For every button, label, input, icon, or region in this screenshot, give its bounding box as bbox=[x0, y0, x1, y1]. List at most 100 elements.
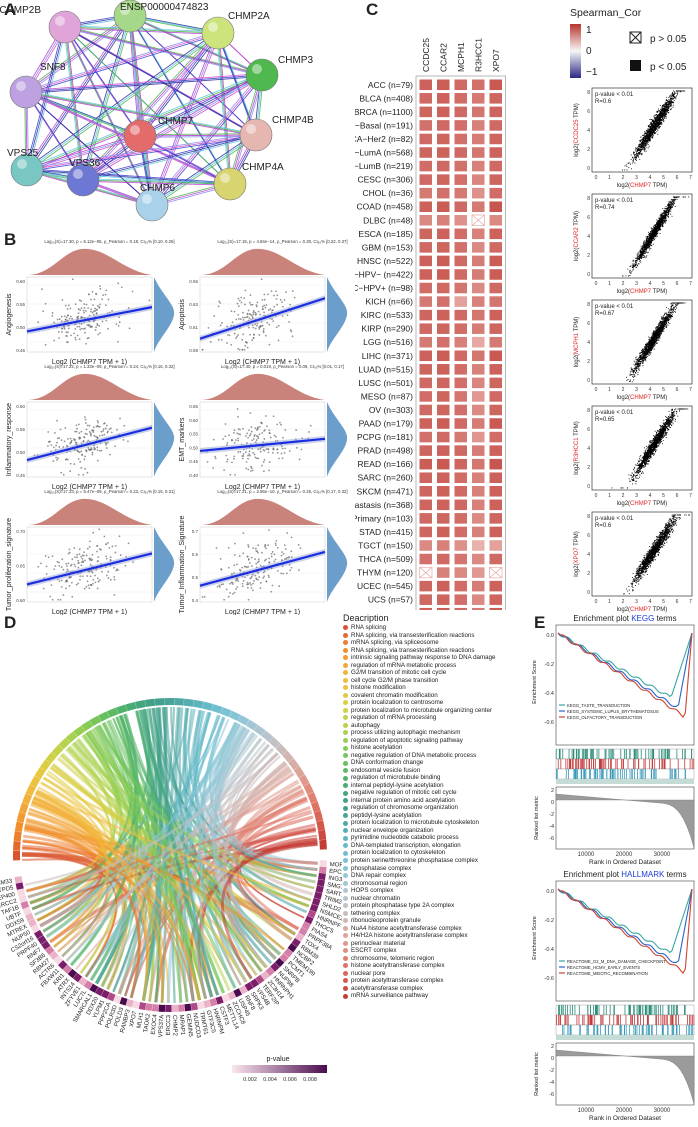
data-point bbox=[217, 338, 220, 341]
gepia-point bbox=[663, 216, 665, 218]
data-point bbox=[85, 428, 88, 431]
network-edge bbox=[25, 134, 139, 170]
network-edge bbox=[27, 75, 264, 94]
gepia-point bbox=[661, 214, 663, 216]
data-point bbox=[61, 299, 64, 301]
gepia-point bbox=[669, 105, 671, 107]
network-node-label: CHMP4A bbox=[242, 162, 284, 173]
gepia-point bbox=[637, 146, 639, 148]
gepia-point bbox=[652, 119, 653, 121]
gepia-point bbox=[665, 113, 666, 115]
heatmap-cell bbox=[437, 553, 450, 565]
gepia-point bbox=[662, 117, 663, 119]
gepia-point bbox=[663, 114, 665, 116]
gepia-point bbox=[664, 116, 666, 118]
gepia-point bbox=[647, 139, 649, 141]
heatmap-cell bbox=[454, 377, 467, 389]
gepia-point bbox=[645, 257, 647, 259]
data-point bbox=[80, 300, 83, 302]
gepia-point bbox=[664, 217, 665, 219]
gepia-point bbox=[642, 359, 644, 360]
data-point bbox=[253, 453, 256, 456]
data-point bbox=[87, 446, 90, 449]
gepia-point bbox=[660, 225, 662, 227]
network-edge bbox=[138, 133, 255, 136]
gepia-point bbox=[661, 106, 663, 108]
gepia-point bbox=[670, 102, 672, 104]
gepia-point bbox=[652, 132, 653, 134]
gepia-point bbox=[640, 250, 642, 252]
data-point bbox=[237, 313, 240, 316]
data-point bbox=[62, 446, 65, 448]
data-point bbox=[250, 556, 253, 559]
data-point bbox=[250, 575, 253, 578]
gepia-point bbox=[643, 137, 645, 138]
gepia-point bbox=[655, 126, 657, 128]
gepia-point bbox=[657, 324, 659, 326]
data-point bbox=[84, 310, 87, 312]
gepia-point bbox=[659, 124, 661, 126]
gepia-point bbox=[658, 114, 660, 116]
data-point bbox=[265, 580, 268, 583]
gepia-point bbox=[649, 242, 650, 244]
gepia-point bbox=[647, 144, 649, 146]
data-point bbox=[257, 544, 260, 547]
gepia-point bbox=[642, 245, 644, 247]
data-point bbox=[247, 558, 250, 560]
gepia-plot-area bbox=[591, 193, 693, 279]
gepia-point bbox=[664, 214, 666, 216]
gepia-point bbox=[638, 152, 639, 154]
gepia-point bbox=[636, 156, 638, 158]
gepia-point bbox=[672, 104, 674, 106]
gepia-point bbox=[661, 115, 663, 117]
data-point bbox=[67, 304, 70, 307]
gepia-point bbox=[651, 245, 653, 247]
data-point bbox=[58, 318, 61, 320]
gepia-point bbox=[639, 256, 641, 258]
gepia-point bbox=[663, 315, 665, 317]
gepia-point bbox=[673, 204, 674, 206]
gepia-point bbox=[665, 102, 667, 104]
data-point bbox=[45, 565, 48, 568]
heatmap-cell bbox=[472, 174, 485, 185]
gepia-point bbox=[658, 110, 660, 112]
gepia-point bbox=[656, 224, 658, 226]
gepia-point bbox=[637, 153, 639, 155]
gepia-point bbox=[672, 200, 674, 202]
gepia-point bbox=[671, 206, 672, 208]
gepia-point bbox=[663, 213, 665, 215]
gepia-point bbox=[657, 337, 659, 339]
gepia-point bbox=[670, 101, 672, 103]
data-point bbox=[289, 569, 292, 572]
data-point bbox=[247, 468, 250, 471]
gepia-point bbox=[635, 159, 637, 161]
gepia-point bbox=[639, 149, 641, 151]
heatmap-cell bbox=[437, 269, 450, 280]
data-point bbox=[68, 548, 71, 551]
gepia-point bbox=[647, 240, 649, 241]
heatmap-cell bbox=[419, 607, 432, 610]
gepia-point bbox=[657, 227, 659, 229]
gepia-point bbox=[644, 148, 646, 150]
gepia-point bbox=[661, 113, 663, 115]
data-point bbox=[79, 575, 82, 578]
gepia-point bbox=[673, 96, 675, 98]
gepia-point bbox=[641, 153, 643, 155]
gepia-point bbox=[658, 218, 660, 220]
data-point bbox=[250, 314, 253, 317]
data-point bbox=[233, 591, 236, 594]
gepia-point bbox=[653, 120, 655, 122]
gepia-point bbox=[655, 230, 657, 232]
data-point bbox=[80, 307, 83, 310]
data-point bbox=[233, 542, 236, 545]
data-point bbox=[236, 563, 238, 566]
gepia-point bbox=[644, 253, 646, 254]
data-point bbox=[231, 439, 233, 441]
gepia-point bbox=[647, 245, 649, 247]
gepia-point bbox=[647, 238, 649, 240]
node-highlight bbox=[246, 124, 256, 134]
colorbar bbox=[570, 24, 581, 78]
gepia-point bbox=[629, 162, 631, 164]
gepia-point bbox=[660, 213, 662, 215]
gepia-point bbox=[655, 119, 657, 121]
